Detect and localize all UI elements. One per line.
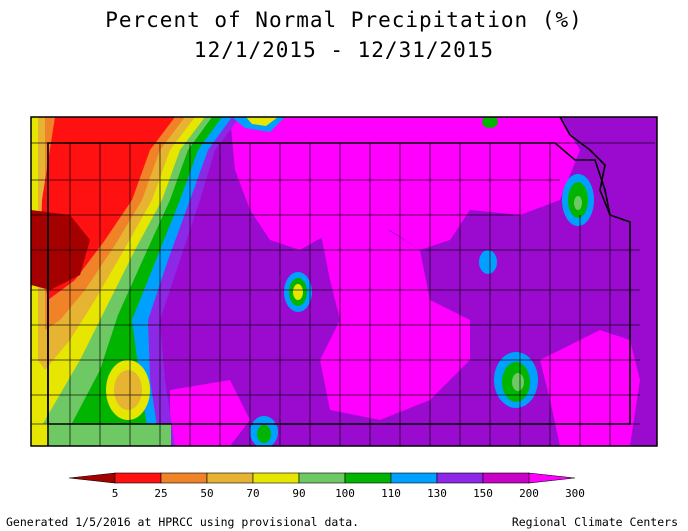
blue-spot-east (479, 250, 497, 274)
legend-bin (298, 472, 346, 484)
legend-bin (114, 472, 162, 484)
map-date-range: 12/1/2015 - 12/31/2015 (193, 38, 495, 62)
legend-tick-label: 70 (246, 487, 259, 500)
legend-bin (344, 472, 392, 484)
legend-bin (390, 472, 438, 484)
legend-tick-label: 100 (335, 487, 355, 500)
legend-bin (206, 472, 254, 484)
state-boundaries (47, 116, 631, 446)
legend-tick-label: 5 (112, 487, 119, 500)
legend-tick-label: 300 (565, 487, 585, 500)
legend-tick-label: 110 (381, 487, 401, 500)
magenta-region-central (320, 225, 470, 420)
legend-tick-label: 150 (473, 487, 493, 500)
nebraska-south-border (47, 142, 611, 250)
map-title: Percent of Normal Precipitation (%) (105, 8, 583, 32)
legend-arrow-low (68, 472, 116, 484)
map-frame (30, 116, 658, 447)
legend-bin (160, 472, 208, 484)
legend-tick-label: 25 (154, 487, 167, 500)
legend-bin (482, 472, 530, 484)
missouri-river (559, 116, 611, 216)
magenta-region-east (540, 330, 640, 446)
county-boundaries (31, 142, 655, 446)
legend-bin (436, 472, 484, 484)
footer-credit: Regional Climate Centers (511, 515, 678, 529)
footer-generated-note: Generated 1/5/2016 at HPRCC using provis… (6, 515, 360, 529)
legend-tick-label: 130 (427, 487, 447, 500)
legend-tick-label: 90 (292, 487, 305, 500)
legend-arrow-high (528, 472, 576, 484)
legend-tick-label: 50 (200, 487, 213, 500)
map-field (31, 117, 657, 446)
legend-bin (252, 472, 300, 484)
top-edge-spot (482, 117, 498, 128)
bottom-strip (31, 424, 171, 446)
legend-tick-label: 200 (519, 487, 539, 500)
magenta-region-north (230, 117, 580, 250)
